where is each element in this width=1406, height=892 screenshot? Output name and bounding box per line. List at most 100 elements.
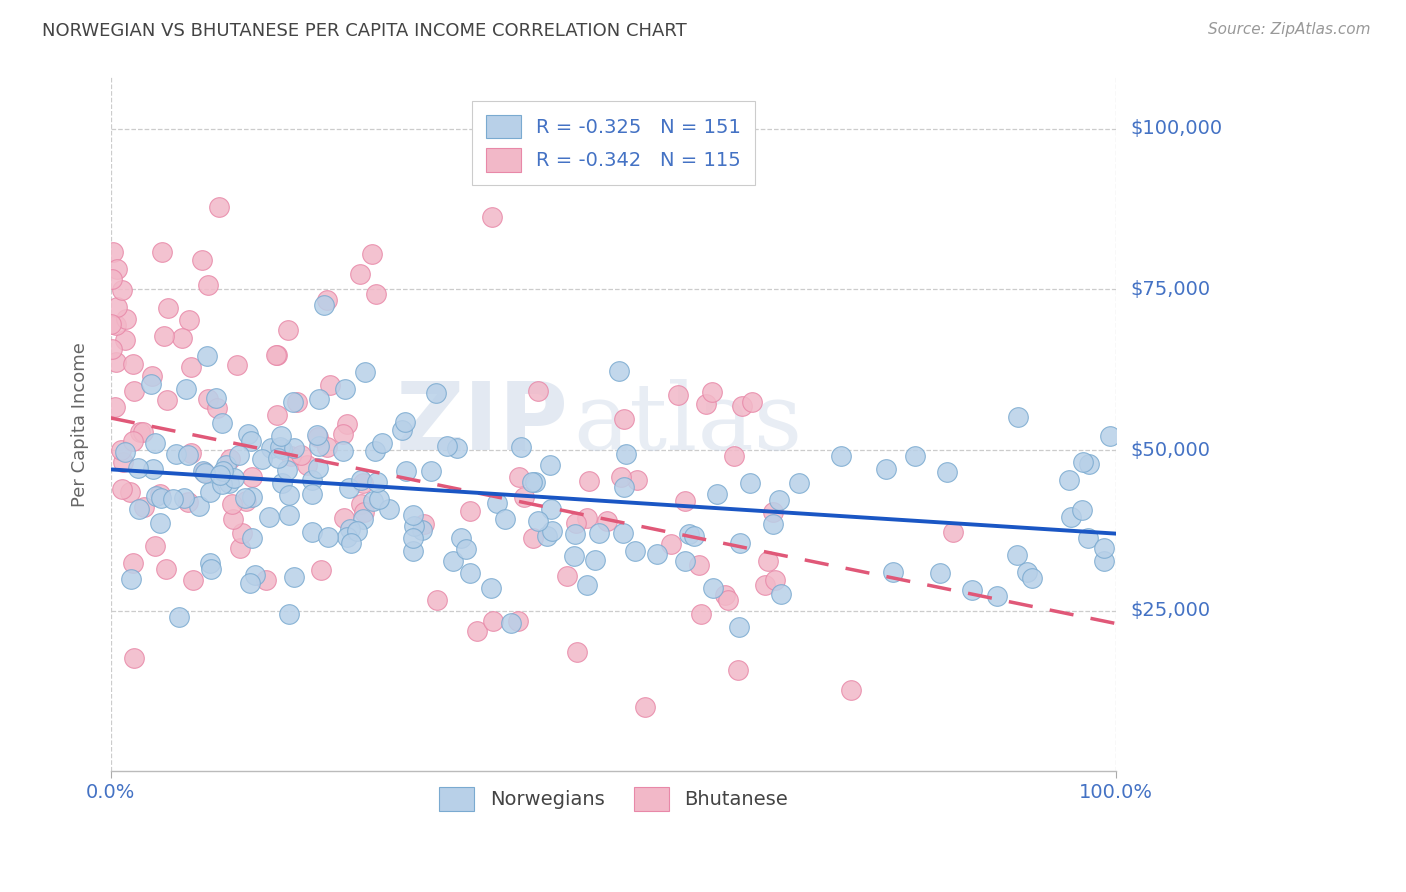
Point: [576, 510, 599, 524]
Point: [1071, 455, 1094, 469]
Point: [143, 539, 166, 553]
Point: [257, 509, 280, 524]
Point: [668, 388, 690, 402]
Point: [354, 365, 377, 379]
Point: [122, 384, 145, 398]
Point: [141, 369, 163, 384]
Point: [204, 391, 226, 405]
Point: [336, 530, 359, 544]
Point: [114, 312, 136, 326]
Point: [149, 491, 172, 505]
Point: [555, 568, 578, 582]
Point: [882, 565, 904, 579]
Point: [526, 514, 548, 528]
Point: [419, 464, 441, 478]
Point: [769, 587, 792, 601]
Point: [768, 492, 790, 507]
Point: [198, 557, 221, 571]
Point: [120, 572, 142, 586]
Point: [536, 528, 558, 542]
Text: $25,000: $25,000: [1130, 601, 1211, 620]
Point: [128, 502, 150, 516]
Point: [481, 210, 503, 224]
Point: [929, 566, 952, 580]
Point: [1071, 503, 1094, 517]
Point: [454, 541, 477, 556]
Point: [499, 615, 522, 630]
Point: [170, 330, 193, 344]
Point: [1005, 549, 1028, 563]
Point: [402, 508, 425, 523]
Point: [706, 487, 728, 501]
Point: [787, 475, 810, 490]
Point: [738, 475, 761, 490]
Point: [337, 482, 360, 496]
Point: [278, 508, 301, 522]
Point: [346, 524, 368, 539]
Point: [645, 547, 668, 561]
Point: [307, 427, 329, 442]
Point: [211, 476, 233, 491]
Point: [316, 530, 339, 544]
Point: [197, 277, 219, 292]
Point: [513, 490, 536, 504]
Point: [1077, 532, 1099, 546]
Point: [717, 593, 740, 607]
Point: [260, 442, 283, 456]
Point: [200, 484, 222, 499]
Point: [239, 575, 262, 590]
Point: [731, 399, 754, 413]
Point: [395, 465, 418, 479]
Point: [689, 607, 711, 622]
Point: [763, 574, 786, 588]
Point: [762, 505, 785, 519]
Point: [165, 447, 187, 461]
Point: [103, 245, 125, 260]
Point: [315, 441, 337, 455]
Point: [155, 562, 177, 576]
Point: [1092, 541, 1115, 556]
Point: [441, 553, 464, 567]
Point: [411, 523, 433, 537]
Point: [562, 549, 585, 563]
Point: [540, 501, 562, 516]
Point: [391, 423, 413, 437]
Point: [673, 554, 696, 568]
Point: [401, 531, 423, 545]
Point: [236, 427, 259, 442]
Point: [179, 313, 201, 327]
Point: [425, 386, 447, 401]
Point: [162, 492, 184, 507]
Point: [177, 495, 200, 509]
Point: [156, 392, 179, 407]
Point: [728, 536, 751, 550]
Point: [283, 441, 305, 455]
Point: [366, 475, 388, 490]
Legend: Norwegians, Bhutanese: Norwegians, Bhutanese: [426, 773, 801, 824]
Point: [149, 487, 172, 501]
Point: [728, 620, 751, 634]
Text: Source: ZipAtlas.com: Source: ZipAtlas.com: [1208, 22, 1371, 37]
Point: [596, 514, 619, 528]
Point: [127, 461, 149, 475]
Point: [101, 272, 124, 286]
Point: [960, 582, 983, 597]
Point: [436, 439, 458, 453]
Point: [332, 443, 354, 458]
Point: [277, 323, 299, 337]
Point: [576, 578, 599, 592]
Point: [276, 463, 298, 477]
Point: [578, 475, 600, 489]
Point: [239, 434, 262, 449]
Point: [1098, 428, 1121, 442]
Point: [361, 247, 384, 261]
Point: [242, 531, 264, 545]
Point: [104, 400, 127, 414]
Point: [114, 445, 136, 459]
Point: [149, 516, 172, 530]
Point: [460, 504, 482, 518]
Point: [624, 544, 647, 558]
Point: [942, 524, 965, 539]
Point: [702, 581, 724, 595]
Point: [465, 624, 488, 638]
